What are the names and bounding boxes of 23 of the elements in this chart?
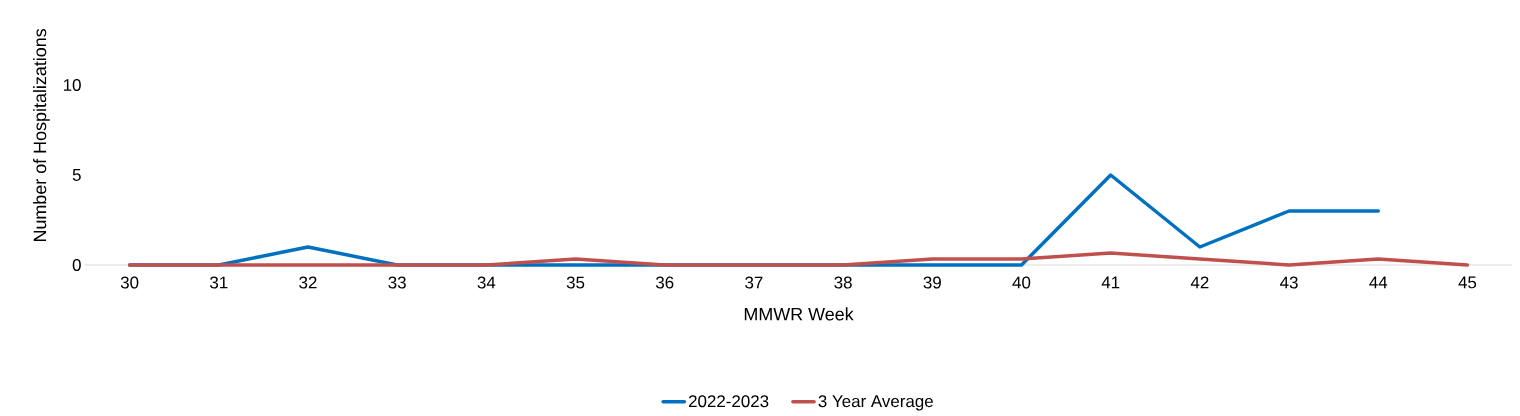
x-axis-title: MMWR Week	[744, 307, 854, 321]
x-tick-label: 39	[923, 276, 941, 289]
x-tick-label: 44	[1369, 276, 1388, 289]
y-axis-title: Number of Hospitalizations	[33, 28, 50, 242]
x-tick-label: 43	[1280, 276, 1298, 289]
x-tick-label: 35	[566, 276, 585, 289]
x-tick-label: 33	[388, 276, 406, 289]
x-tick-label: 38	[834, 276, 852, 289]
x-tick-label: 40	[1012, 276, 1031, 289]
y-tick-label: 5	[72, 169, 81, 181]
x-tick-label: 31	[210, 276, 228, 289]
y-tick-label: 0	[72, 259, 81, 271]
legend-label: 2022-2023	[688, 395, 769, 408]
legend-label: 3 Year Average	[818, 395, 933, 411]
x-tick-label: 32	[299, 276, 317, 289]
x-tick-label: 30	[120, 276, 139, 289]
x-tick-label: 41	[1101, 276, 1120, 289]
x-tick-label: 34	[477, 276, 496, 289]
y-tick-label: 10	[63, 79, 81, 91]
x-tick-label: 37	[745, 276, 763, 289]
x-tick-label: 36	[655, 276, 674, 289]
x-tick-label: 42	[1190, 276, 1209, 289]
x-tick-label: 45	[1458, 276, 1477, 289]
